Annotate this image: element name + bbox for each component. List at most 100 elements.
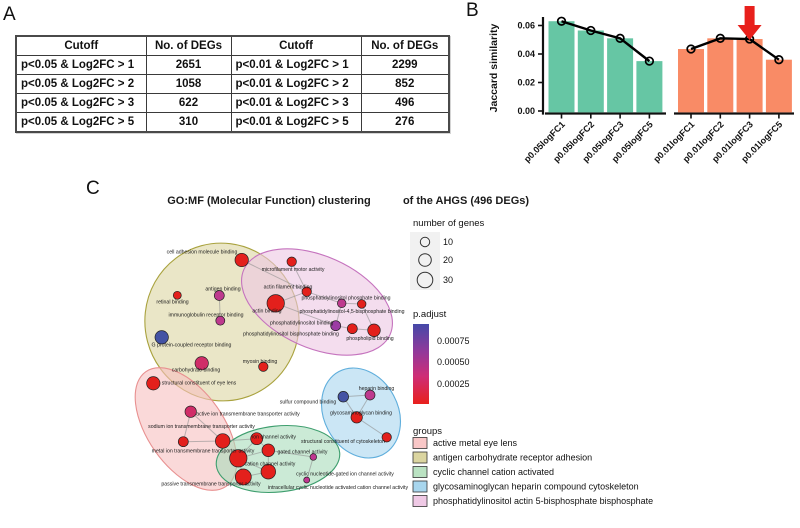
- go-term-label: intracellular cyclic nucleotide activate…: [268, 485, 409, 491]
- go-term-label: metal ion transmembrane transporter acti…: [152, 448, 255, 454]
- trend-line-left: [561, 20, 651, 63]
- cutoff-cell: p<0.01 & Log2FC > 3: [230, 93, 362, 113]
- go-term-label: carbohydrate binding: [172, 367, 221, 373]
- go-term-bubble: [215, 315, 226, 326]
- group-swatch: [412, 466, 428, 478]
- deg-count-cell: 2651: [145, 55, 232, 75]
- bubble-chart-legend: number of genes 10 20 30 p.adjust 0.00075 0.00…: [410, 218, 653, 507]
- table-row: p<0.05 & Log2FC > 3 622 p<0.01 & Log2FC > …: [15, 93, 450, 113]
- deg-table-body: p<0.05 & Log2FC > 1 2651 p<0.01 & Log2FC >…: [15, 55, 450, 133]
- padjust-tick-label: 0.00025: [437, 379, 470, 389]
- go-term-label: phosphatidylinositol phosphate binding: [301, 295, 390, 301]
- go-term-bubble: [184, 405, 197, 418]
- cutoff-cell: p<0.05 & Log2FC > 5: [15, 112, 147, 133]
- bar-p0.01logFC1: [678, 49, 704, 113]
- deg-count-cell: 496: [360, 93, 450, 113]
- group-label: active metal eye lens: [433, 438, 518, 448]
- group-label: phosphatidylinositol actin 5-bisphosphat…: [433, 496, 653, 506]
- legend-key-background: [410, 232, 440, 290]
- table-header-row: Cutoff No. of DEGs Cutoff No. of DEGs: [15, 35, 450, 56]
- go-term-label: immunoglobulin receptor binding: [169, 312, 244, 318]
- deg-count-cell: 1058: [145, 74, 232, 94]
- size-legend-circle: [419, 236, 431, 248]
- go-term-label: ion channel activity: [252, 434, 296, 440]
- go-term-bubble: [146, 376, 161, 391]
- go-term-bubble: [367, 323, 381, 337]
- go-term-bubble: [286, 256, 297, 267]
- go-term-label: structural constituent of cytoskeleton: [301, 439, 385, 445]
- column-header: Cutoff: [230, 35, 362, 56]
- go-term-bubble: [337, 298, 347, 308]
- marker-p0.05logFC2: [586, 25, 596, 36]
- go-term-bubble: [229, 449, 248, 468]
- go-term-label: myosin binding: [243, 359, 278, 365]
- column-header: No. of DEGs: [360, 35, 450, 56]
- go-mf-bubble-network: cell adhesion molecule binding retinal bi…: [134, 242, 409, 494]
- marker-p0.05logFC1: [556, 16, 567, 26]
- go-term-bubble: [213, 290, 225, 301]
- go-term-label: cell adhesion molecule binding: [167, 249, 238, 255]
- go-term-label: actin filament binding: [264, 284, 313, 290]
- go-term-label: sulfur compound binding: [280, 399, 337, 405]
- bar-p0.01logFC3: [736, 39, 763, 113]
- term-edge: [306, 456, 314, 481]
- deg-count-cell: 310: [145, 112, 232, 133]
- go-term-label: G protein-coupled receptor binding: [152, 342, 232, 348]
- go-term-bubble: [261, 443, 275, 457]
- go-term-bubble: [357, 299, 367, 309]
- go-term-bubble: [260, 464, 276, 480]
- marker-p0.05logFC5: [644, 56, 655, 66]
- cutoff-cell: p<0.01 & Log2FC > 5: [230, 112, 362, 133]
- cutoff-cell: p<0.01 & Log2FC > 2: [230, 74, 362, 94]
- table-row: p<0.05 & Log2FC > 5 310 p<0.01 & Log2FC > …: [15, 112, 450, 133]
- bar-p0.05logFC2: [577, 30, 604, 113]
- marker-p0.05logFC3: [615, 33, 625, 43]
- y-tick-label: 0.06: [517, 21, 535, 31]
- cluster-ellipse: [321, 367, 401, 459]
- group-swatch: [412, 451, 428, 464]
- trend-line-right: [690, 37, 780, 61]
- go-term-bubble: [234, 468, 252, 486]
- jaccard-bar-chart: Jaccard similarity 0.000.020.040.06p0.05l…: [488, 6, 794, 164]
- go-term-label: phosphatidylinositol-4,5-bisphosphate bi…: [300, 309, 405, 315]
- cutoff-cell: p<0.05 & Log2FC > 1: [15, 55, 147, 75]
- group-label: cyclic channel cation activated: [433, 467, 554, 477]
- go-term-bubble: [337, 391, 349, 403]
- y-tick-label: 0.02: [517, 78, 535, 88]
- deg-count-cell: 622: [145, 93, 232, 113]
- table-row: p<0.05 & Log2FC > 2 1058 p<0.01 & Log2FC >…: [15, 74, 450, 94]
- size-legend-value: 30: [443, 275, 453, 285]
- group-swatch: [412, 480, 428, 493]
- highlight-arrow: [737, 6, 762, 40]
- go-term-bubble: [364, 389, 376, 401]
- group-label: glycosaminoglycan heparin compound cytos…: [433, 482, 639, 492]
- go-term-label: phosphatidylinositol binding: [270, 320, 334, 326]
- go-term-label: cation channel activity: [245, 461, 296, 467]
- go-term-bubble: [346, 323, 358, 335]
- go-term-label: gated channel activity: [278, 449, 328, 455]
- group-swatch: [412, 437, 428, 449]
- term-edge: [291, 261, 308, 292]
- bar-p0.01logFC5: [765, 59, 792, 113]
- go-term-bubble: [266, 294, 285, 313]
- go-term-label: retinal binding: [156, 299, 188, 305]
- deg-table-header: Cutoff No. of DEGs Cutoff No. of DEGs: [15, 35, 450, 56]
- go-term-bubble: [350, 411, 363, 424]
- padjust-legend-title: p.adjust: [413, 309, 447, 320]
- go-term-label: active ion transmembrane transporter act…: [196, 411, 300, 417]
- go-term-bubble: [215, 433, 231, 449]
- bar-p0.05logFC3: [607, 38, 634, 113]
- deg-count-cell: 2299: [360, 55, 450, 75]
- group-label: antigen carbohydrate receptor adhesion: [433, 453, 592, 463]
- go-term-label: heparin binding: [359, 386, 395, 392]
- y-tick-label: 0.04: [517, 49, 535, 59]
- go-term-label: phosphatidylinositol bisphosphate bindin…: [243, 331, 339, 337]
- go-term-bubble: [309, 453, 317, 461]
- bubble-chart-title-left: GO:MF (Molecular Function) clustering: [167, 195, 371, 207]
- y-axis-title: Jaccard similarity: [488, 23, 500, 112]
- column-header: No. of DEGs: [145, 35, 232, 56]
- padjust-tick-label: 0.00050: [437, 357, 470, 367]
- group-swatch: [412, 495, 428, 507]
- bar-p0.01logFC2: [707, 38, 734, 113]
- marker-p0.01logFC5: [774, 55, 784, 65]
